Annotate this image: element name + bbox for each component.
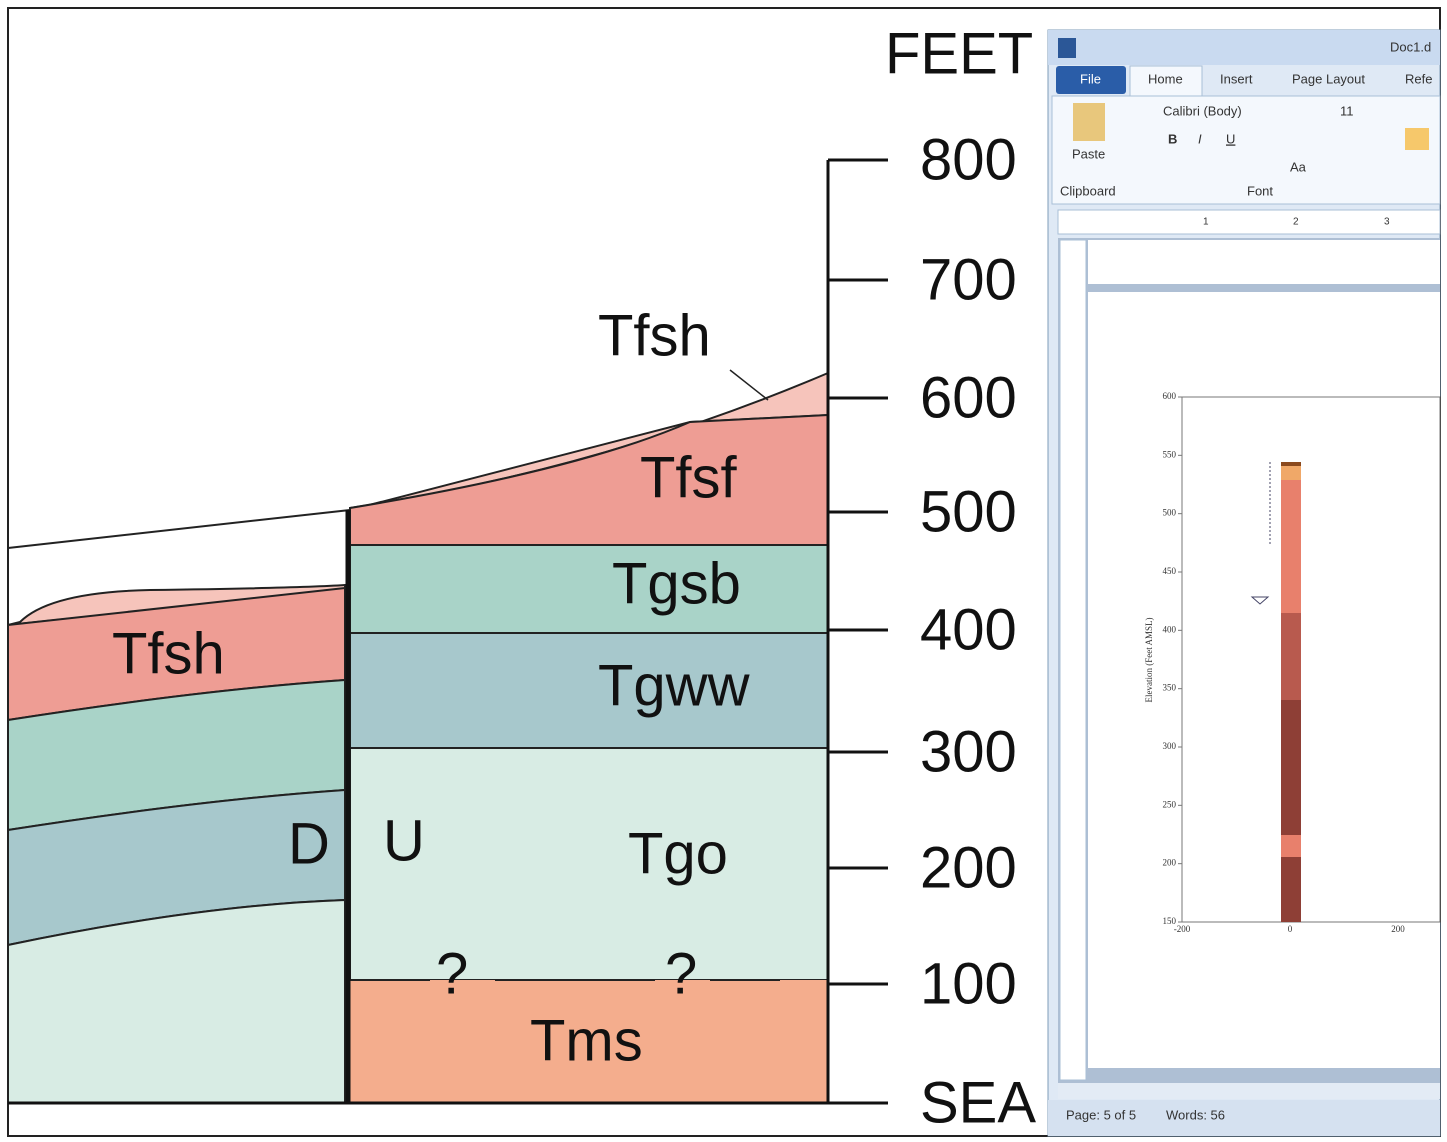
tab[interactable]: Insert (1220, 71, 1253, 86)
column-segment (1281, 466, 1301, 480)
align-button[interactable] (1405, 128, 1429, 150)
unit-label: Tgo (628, 821, 728, 886)
group-label: Font (1247, 183, 1273, 198)
column-segment (1281, 480, 1301, 613)
font-name[interactable]: Calibri (Body) (1163, 103, 1242, 118)
paste-icon[interactable] (1073, 103, 1105, 141)
chart-y-tick: 250 (1163, 799, 1177, 809)
vertical-ruler (1060, 240, 1086, 1080)
scale-label: 800 (920, 127, 1017, 192)
chart-x-tick: 0 (1288, 924, 1293, 934)
column-segment (1281, 857, 1301, 922)
ruler (1058, 210, 1440, 234)
chart-y-tick: 450 (1163, 566, 1177, 576)
scale-label: SEA (920, 1070, 1036, 1135)
uncertain-mark: ? (665, 941, 697, 1006)
chart-y-tick: 600 (1163, 391, 1177, 401)
ruler-number: 2 (1293, 217, 1299, 228)
scale-label: 700 (920, 247, 1017, 312)
status-words[interactable]: Words: 56 (1166, 1107, 1225, 1122)
chart-y-tick: 300 (1163, 741, 1177, 751)
unit-label: Tfsh (598, 303, 711, 368)
chart-y-tick: 500 (1163, 508, 1177, 518)
uncertain-mark: ? (436, 941, 468, 1006)
window-title: Doc1.d (1390, 39, 1431, 54)
ruler-number: 1 (1203, 217, 1209, 228)
word-window: Doc1.d File Home Insert Page Layout Refe… (1048, 30, 1440, 1136)
tab[interactable]: File (1080, 71, 1101, 86)
scale: 800 700 600 500 400 300 200 100 SEA (828, 127, 1036, 1135)
group-label: Clipboard (1060, 183, 1116, 198)
tab[interactable]: Home (1148, 71, 1183, 86)
chart-y-tick: 550 (1163, 449, 1177, 459)
fault-side: D (288, 811, 330, 876)
chart-y-tick: 400 (1163, 624, 1177, 634)
font-size[interactable]: 11 (1340, 103, 1354, 118)
chart-x-tick: -200 (1174, 924, 1191, 934)
tab[interactable]: Page Layout (1292, 71, 1365, 86)
unit-label: Tms (530, 1008, 643, 1073)
scale-label: 200 (920, 835, 1017, 900)
column-segment (1281, 700, 1301, 835)
screenshot: 800 700 600 500 400 300 200 100 SEA FEET Tfsh Tf… (0, 0, 1447, 1142)
unit-label: Tfsf (640, 445, 738, 510)
horizontal-scrollbar[interactable] (1058, 1083, 1440, 1099)
bold-button[interactable]: B (1168, 131, 1177, 146)
paste-button[interactable]: Paste (1072, 146, 1105, 161)
layer-tgww (350, 633, 828, 748)
fault-side: U (383, 808, 425, 873)
app-icon (1058, 38, 1076, 58)
tab[interactable]: Refe (1405, 71, 1432, 86)
scale-label: 300 (920, 719, 1017, 784)
page: 800 700 600 500 400 300 200 100 SEA FEET Tfsh Tf… (0, 0, 1447, 1142)
status-page[interactable]: Page: 5 of 5 (1066, 1107, 1136, 1122)
chart-y-tick: 350 (1163, 683, 1177, 693)
scale-label: 500 (920, 479, 1017, 544)
change-case-button[interactable]: Aa (1290, 159, 1307, 174)
column-segment (1281, 462, 1301, 466)
underline-button[interactable]: U (1226, 131, 1235, 146)
axis-title: FEET (885, 21, 1033, 86)
italic-button[interactable]: I (1198, 131, 1202, 146)
unit-label: Tfsh (112, 621, 225, 686)
page (1088, 292, 1440, 1068)
title-bar (1048, 30, 1440, 65)
chart-y-label: Elevation (Feet AMSL) (1144, 618, 1154, 703)
ruler-number: 3 (1384, 217, 1390, 228)
chart-y-tick: 200 (1163, 858, 1177, 868)
scale-label: 600 (920, 365, 1017, 430)
layer-tgsb (350, 545, 828, 633)
column-segment (1281, 613, 1301, 700)
scale-label: 400 (920, 597, 1017, 662)
column-segment (1281, 835, 1301, 857)
chart-x-tick: 200 (1391, 924, 1405, 934)
unit-label: Tgsb (612, 551, 741, 616)
page-top (1088, 240, 1440, 284)
scale-label: 100 (920, 951, 1017, 1016)
unit-label: Tgww (598, 653, 751, 718)
